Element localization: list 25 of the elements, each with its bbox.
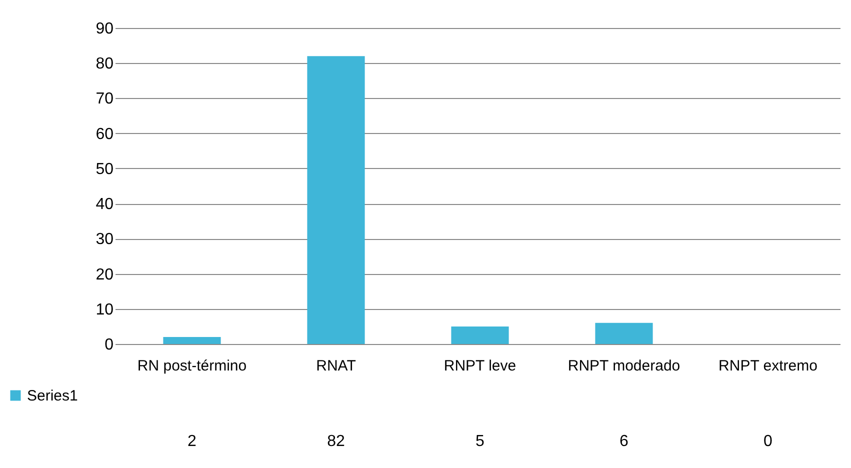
x-tick-label: RNPT extremo (718, 358, 818, 374)
y-tick-label: 60 (96, 126, 114, 143)
legend-label: Series1 (27, 388, 78, 404)
y-tick-label: 10 (96, 301, 114, 318)
data-label: 82 (327, 433, 345, 450)
y-tick-label: 90 (96, 20, 114, 38)
x-tick-label: RN post-término (137, 358, 247, 374)
y-tick-label: 40 (96, 196, 114, 214)
bar (163, 336, 221, 344)
data-label: 5 (476, 433, 485, 450)
x-tick-label: RNAT (316, 358, 356, 374)
data-label: 2 (188, 433, 197, 450)
y-tick-label: 0 (104, 336, 114, 354)
y-tick-label: 70 (96, 90, 114, 108)
bar (307, 56, 365, 344)
bar (595, 322, 653, 344)
x-tick-label: RNPT moderado (568, 358, 680, 374)
bar (451, 326, 509, 344)
data-label: 0 (764, 433, 773, 450)
x-tick-label: RNPT leve (444, 358, 516, 374)
y-tick-label: 50 (96, 160, 114, 178)
y-tick-label: 80 (96, 56, 114, 73)
data-label: 6 (620, 433, 629, 450)
y-tick-label: 30 (96, 231, 114, 248)
y-tick-label: 20 (96, 266, 114, 284)
